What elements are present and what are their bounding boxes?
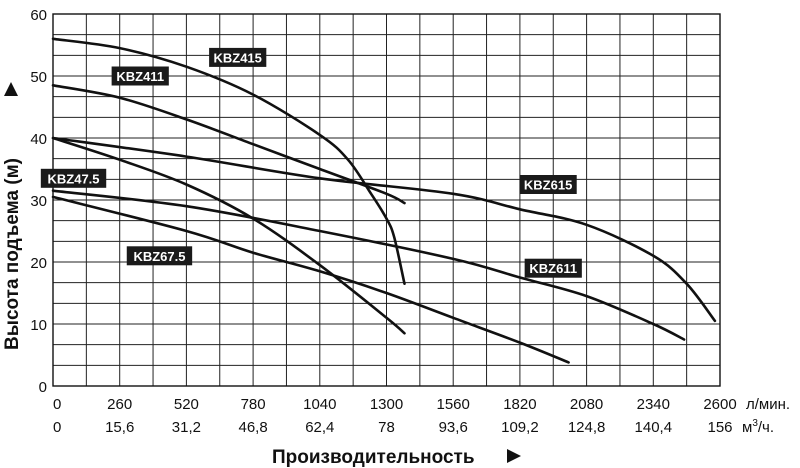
x-tick-label-m3h: 31,2 (172, 419, 201, 436)
svg-text:Производительность: Производительность (272, 447, 475, 468)
x-tick-label-lpm: 2600 (703, 396, 736, 413)
x-tick-label-lpm: 520 (174, 396, 199, 413)
x-tick-label-m3h: 156 (707, 419, 732, 436)
x-tick-label-lpm: 1560 (437, 396, 470, 413)
y-tick-label: 30 (30, 193, 47, 210)
curve-kbz615 (51, 136, 717, 323)
curve-kbz67-5 (51, 195, 570, 364)
label-text: KBZ615 (524, 178, 572, 193)
x-tick-label-m3h: 0 (53, 419, 61, 436)
series-label-kbz611: KBZ611 (524, 258, 582, 278)
x-tick-label-lpm: 260 (107, 396, 132, 413)
label-text: KBZ611 (529, 261, 577, 276)
label-text: KBZ411 (116, 69, 164, 84)
x-axis-title: Производительность (272, 447, 521, 468)
x-axis-ticks-lpm: 0 260 520 780 1040 1300 1560 1820 2080 2340 2600 (53, 396, 737, 413)
series-label-kbz415: KBZ415 (209, 47, 267, 67)
x-tick-label-m3h: 62,4 (305, 419, 334, 436)
curve-kbz47-5 (51, 136, 406, 335)
x-tick-label-m3h: 15,6 (105, 419, 134, 436)
series-label-kbz411: KBZ411 (111, 66, 169, 86)
x-tick-label-lpm: 1040 (303, 396, 336, 413)
label-text: KBZ47.5 (48, 171, 100, 186)
label-text: KBZ67.5 (133, 249, 185, 264)
label-box (40, 168, 107, 188)
label-box (126, 246, 193, 266)
chart-curves (51, 37, 717, 364)
label-box (209, 47, 267, 67)
x-tick-label-lpm: 0 (53, 396, 61, 413)
plot-frame (52, 13, 721, 387)
label-box (519, 175, 577, 194)
label-text: KBZ415 (213, 50, 261, 65)
curve-kbz411 (51, 84, 406, 205)
curve-kbz415 (51, 37, 406, 285)
x-tick-label-lpm: 2080 (570, 396, 603, 413)
x-tick-label-m3h: 140,4 (635, 419, 673, 436)
arrow-right-icon (507, 449, 521, 463)
y-tick-label: 10 (30, 317, 47, 334)
x-tick-label-m3h: 46,8 (238, 419, 267, 436)
series-label-kbz47-5: KBZ47.5 (40, 168, 107, 188)
x-tick-label-m3h: 124,8 (568, 419, 606, 436)
x-tick-label-m3h: 78 (378, 419, 395, 436)
arrow-up-icon (4, 82, 18, 96)
x-tick-label-lpm: 1300 (370, 396, 403, 413)
x-unit-m3h: м3/ч. (742, 418, 774, 436)
y-tick-label: 50 (30, 69, 47, 86)
y-axis-ticks: 0 10 20 30 40 50 60 (30, 7, 47, 396)
series-labels: KBZ415 KBZ411 KBZ615 KBZ47.5 KBZ611 KBZ67.5 (40, 47, 582, 278)
label-box (111, 66, 169, 86)
curve-kbz611 (51, 189, 686, 341)
y-axis-title: Высота подъема (м) (2, 82, 23, 350)
x-tick-label-lpm: 780 (241, 396, 266, 413)
svg-text:Высота подъема (м): Высота подъема (м) (2, 158, 23, 350)
x-axis-ticks-m3h: 0 15,6 31,2 46,8 62,4 78 93,6 109,2 124,8 140,4 15… (53, 419, 733, 436)
y-tick-label: 40 (30, 131, 47, 148)
x-tick-label-lpm: 2340 (637, 396, 670, 413)
series-label-kbz67-5: KBZ67.5 (126, 246, 193, 266)
x-tick-label-m3h: 109,2 (501, 419, 539, 436)
label-box (524, 258, 582, 278)
chart-grid (52, 13, 721, 387)
x-tick-label-lpm: 1820 (503, 396, 536, 413)
series-label-kbz615: KBZ615 (519, 175, 577, 194)
x-unit-lpm: л/мин. (746, 396, 790, 413)
y-tick-label: 20 (30, 255, 47, 272)
y-tick-label: 60 (30, 7, 47, 24)
x-tick-label-m3h: 93,6 (439, 419, 468, 436)
y-tick-label: 0 (39, 379, 47, 396)
